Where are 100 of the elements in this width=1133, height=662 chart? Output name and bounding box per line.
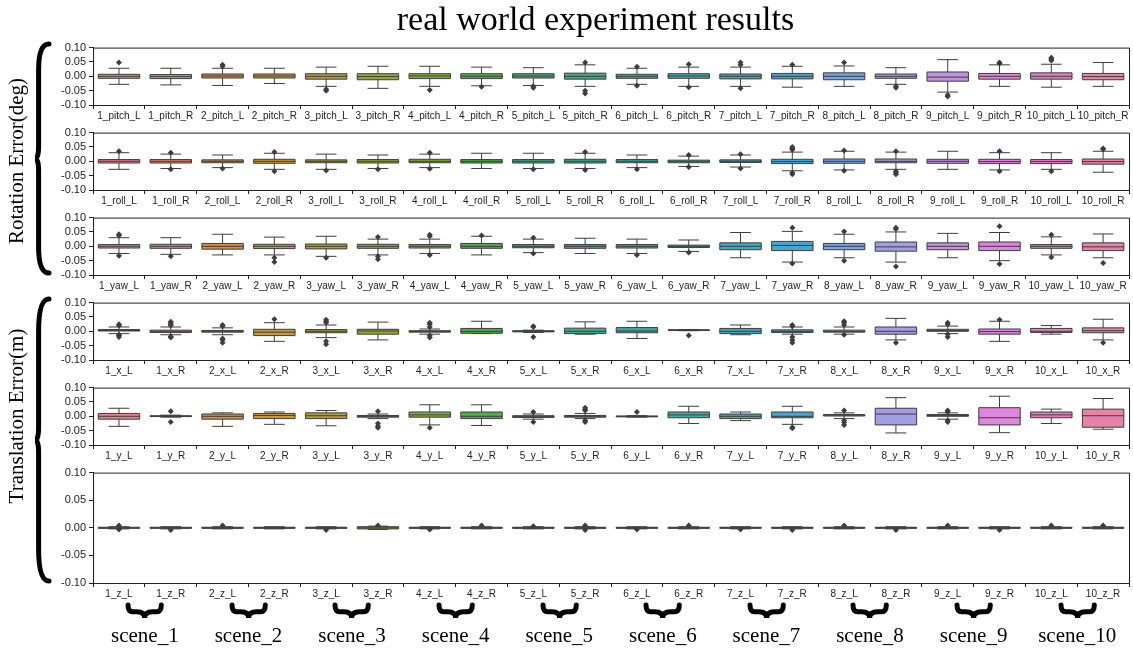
x-tick-label: 2_yaw_L: [202, 279, 244, 291]
x-tick-label: 3_yaw_L: [306, 279, 347, 291]
x-tick-label: 10_pitch_R: [1077, 109, 1129, 121]
x-tick-label: 5_x_R: [570, 364, 600, 376]
x-tick-label: 4_z_L: [416, 587, 444, 599]
text: scene_1: [111, 623, 179, 648]
x-tick-label: 1_roll_R: [152, 194, 190, 206]
x-tick-label: 2_x_L: [208, 364, 237, 376]
x-tick-label: 4_y_R: [467, 449, 496, 461]
x-tick-label: 3_roll_R: [359, 194, 397, 206]
x-tick-label: 3_y_R: [363, 449, 393, 461]
x-tick-label: 8_z_R: [881, 587, 911, 599]
x-tick-label: 8_y_R: [881, 449, 911, 461]
x-tick-label: 8_pitch_R: [873, 109, 919, 121]
x-tick-label: 9_x_R: [985, 364, 1014, 376]
y-tick-label: 0.00: [64, 324, 87, 337]
x-tick-label: 1_x_R: [156, 364, 186, 376]
x-tick-label: 8_yaw_L: [824, 279, 865, 291]
x-tick-label: 8_z_L: [830, 587, 859, 599]
x-tick-label: 7_z_L: [726, 587, 755, 599]
x-tick-label: 7_yaw_L: [720, 279, 761, 291]
x-tick-label: 3_pitch_R: [355, 109, 401, 121]
y-tick-label: 0.10: [64, 465, 87, 478]
x-tick-label: 3_x_R: [363, 364, 393, 376]
x-tick-label: 6_z_L: [623, 587, 651, 599]
x-tick-label: 1_roll_L: [101, 194, 138, 206]
y-tick-label: 0.00: [64, 69, 87, 82]
text: scene_3: [318, 623, 386, 648]
x-tick-label: 9_y_R: [985, 449, 1014, 461]
x-tick-label: 4_yaw_R: [460, 279, 503, 291]
x-tick-label: 5_y_R: [570, 449, 600, 461]
x-tick-label: 5_yaw_L: [513, 279, 554, 291]
text: scene_5: [525, 623, 594, 648]
x-tick-label: 2_roll_R: [255, 194, 293, 206]
x-tick-label: 6_yaw_R: [667, 279, 710, 291]
x-tick-label: 1_yaw_L: [98, 279, 140, 291]
x-tick-label: 6_yaw_L: [616, 279, 658, 291]
y-tick-label: 0.05: [64, 493, 87, 506]
x-tick-label: 4_x_R: [467, 364, 496, 376]
x-tick-label: 6_roll_R: [670, 194, 708, 206]
x-tick-label: 3_roll_L: [308, 194, 345, 206]
x-tick-label: 10_yaw_R: [1079, 279, 1127, 291]
x-tick-label: 5_roll_L: [515, 194, 552, 206]
x-tick-label: 7_yaw_R: [771, 279, 814, 291]
y-tick-label: 0.05: [64, 139, 87, 152]
x-tick-label: 5_x_L: [519, 364, 548, 376]
x-tick-label: 7_pitch_R: [769, 109, 815, 121]
x-tick-label: 8_x_L: [830, 364, 859, 376]
x-tick-label: 5_yaw_R: [564, 279, 606, 291]
x-tick-label: 6_x_R: [674, 364, 704, 376]
x-tick-label: 5_roll_R: [566, 194, 604, 206]
x-tick-label: 9_y_L: [934, 449, 962, 461]
y-tick-label: -0.10: [60, 438, 87, 451]
y-tick-label: 0.00: [64, 239, 87, 252]
x-tick-label: 8_x_R: [881, 364, 911, 376]
x-tick-label: 10_y_L: [1034, 449, 1069, 461]
x-tick-label: 1_pitch_L: [97, 109, 142, 121]
x-tick-label: 9_z_R: [985, 587, 1014, 599]
x-tick-label: 7_y_R: [777, 449, 807, 461]
x-tick-label: 10_z_L: [1034, 587, 1069, 599]
x-tick-label: 4_y_L: [416, 449, 444, 461]
y-tick-label: -0.10: [60, 576, 87, 589]
y-tick-label: -0.05: [60, 168, 87, 181]
x-tick-label: 2_y_L: [208, 449, 237, 461]
x-tick-label: 9_yaw_R: [978, 279, 1021, 291]
x-tick-label: 10_x_L: [1034, 364, 1069, 376]
y-tick-label: -0.05: [60, 253, 87, 266]
x-tick-label: 8_y_L: [830, 449, 859, 461]
y-tick-label: -0.10: [60, 353, 87, 366]
x-tick-label: 2_roll_L: [204, 194, 241, 206]
x-tick-label: 3_y_L: [312, 449, 341, 461]
x-tick-label: 10_roll_R: [1081, 194, 1125, 206]
x-tick-label: 9_pitch_R: [976, 109, 1023, 121]
x-tick-label: 9_roll_L: [929, 194, 966, 206]
chart-title: real world experiment results: [395, 0, 796, 38]
y-tick-label: 0.10: [64, 40, 87, 53]
x-tick-label: 9_yaw_L: [927, 279, 969, 291]
x-tick-label: 1_y_R: [156, 449, 186, 461]
x-tick-label: 6_roll_L: [619, 194, 656, 206]
x-tick-label: 1_yaw_R: [149, 279, 192, 291]
x-tick-label: 1_z_R: [156, 587, 186, 599]
text: scene_9: [939, 623, 1008, 648]
x-tick-label: 8_roll_R: [877, 194, 915, 206]
x-tick-label: 6_y_R: [674, 449, 704, 461]
x-tick-label: 4_roll_R: [462, 194, 501, 206]
x-tick-label: 7_z_R: [777, 587, 807, 599]
x-tick-label: 7_pitch_L: [718, 109, 763, 121]
x-tick-label: 5_z_L: [519, 587, 548, 599]
text: scene_2: [214, 623, 283, 648]
x-tick-label: 5_pitch_R: [562, 109, 608, 121]
x-tick-label: 10_y_R: [1085, 449, 1121, 461]
y-tick-label: -0.10: [60, 98, 87, 111]
x-tick-label: 4_x_L: [416, 364, 444, 376]
x-tick-label: 6_pitch_R: [666, 109, 712, 121]
x-tick-label: 5_pitch_L: [511, 109, 556, 121]
x-tick-label: 4_pitch_L: [408, 109, 452, 121]
text: scene_4: [421, 623, 490, 648]
x-tick-label: 4_pitch_R: [459, 109, 505, 121]
text: scene_7: [732, 623, 801, 648]
x-tick-label: 1_y_L: [105, 449, 134, 461]
